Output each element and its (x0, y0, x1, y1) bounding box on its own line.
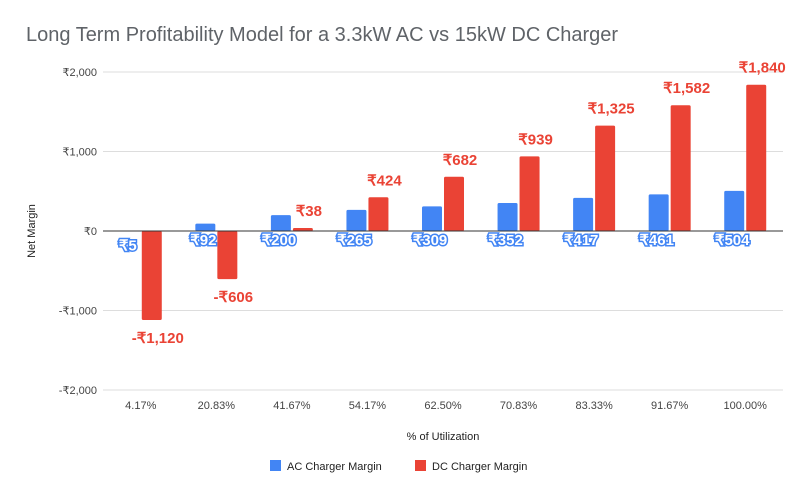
x-tick-label: 62.50% (424, 400, 462, 412)
bar-dc (292, 227, 313, 231)
data-label-ac: ₹309 (413, 232, 448, 249)
data-label-dc: ₹1,582 (663, 80, 710, 97)
x-tick-label: 83.33% (575, 400, 613, 412)
bar-ac (422, 206, 442, 231)
bar-dc (595, 125, 616, 231)
data-label-ac: ₹265 (337, 232, 372, 249)
bar-dc (217, 231, 238, 280)
data-label-ac: ₹417 (564, 232, 599, 249)
y-tick-label: ₹2,000 (62, 67, 97, 79)
bars (119, 84, 767, 321)
x-tick-label: 100.00% (724, 400, 768, 412)
bar-dc (368, 197, 389, 231)
legend-swatch-ac (270, 460, 281, 471)
bar-ac (497, 203, 518, 231)
x-tick-label: 4.17% (125, 400, 156, 412)
data-label-dc: ₹682 (443, 152, 478, 169)
x-axis-ticks: 4.17% 20.83% 41.67% 54.17% 62.50% 70.83% 83.33… (125, 400, 767, 412)
bar-ac (573, 197, 594, 231)
bar-ac (270, 215, 291, 231)
bar-ac (346, 209, 367, 231)
chart-title: Long Term Profitability Model for a 3.3k… (26, 24, 619, 46)
bar-ac (195, 223, 216, 231)
data-label-dc: ₹38 (296, 203, 322, 220)
y-tick-label: -₹1,000 (59, 306, 97, 318)
data-label-dc: ₹1,840 (739, 60, 786, 77)
data-label-dc: ₹1,325 (588, 101, 635, 118)
y-tick-label: ₹0 (84, 226, 97, 238)
bar-ac (648, 194, 669, 231)
data-labels: ₹5 -₹1,120 ₹92 -₹606 ₹200 ₹38 ₹265 ₹424 ₹309 ₹682… (117, 60, 786, 347)
gridlines (103, 71, 783, 391)
x-tick-label: 41.67% (273, 400, 311, 412)
bar-dc (141, 231, 162, 321)
x-tick-label: 91.67% (651, 400, 689, 412)
data-label-dc: ₹939 (518, 131, 553, 148)
data-label-ac: ₹92 (190, 232, 216, 249)
x-tick-label: 54.17% (349, 400, 387, 412)
data-label-ac: ₹461 (639, 232, 674, 249)
y-tick-label: ₹1,000 (62, 147, 97, 159)
data-label-ac: ₹200 (262, 232, 297, 249)
x-tick-label: 20.83% (198, 400, 236, 412)
bar-dc (444, 176, 464, 231)
bar-dc (519, 156, 540, 231)
legend: AC Charger Margin DC Charger Margin (270, 460, 527, 473)
x-axis-title: % of Utilization (407, 431, 480, 443)
bar-dc (670, 105, 691, 231)
data-label-dc: -₹1,120 (132, 330, 184, 347)
x-tick-label: 70.83% (500, 400, 538, 412)
data-label-dc: -₹606 (214, 289, 254, 306)
legend-label-ac: AC Charger Margin (287, 461, 382, 473)
data-label-ac: ₹504 (715, 232, 750, 249)
data-label-dc: ₹424 (367, 172, 402, 189)
y-tick-label: -₹2,000 (59, 385, 97, 397)
bar-dc (746, 84, 767, 231)
data-label-ac: ₹5 (119, 238, 137, 255)
data-label-ac: ₹352 (488, 232, 523, 249)
legend-label-dc: DC Charger Margin (432, 461, 527, 473)
y-axis-title: Net Margin (26, 204, 38, 258)
bar-ac (724, 190, 745, 231)
legend-swatch-dc (415, 460, 426, 471)
y-axis-ticks: ₹2,000 ₹1,000 ₹0 -₹1,000 -₹2,000 (59, 67, 97, 397)
